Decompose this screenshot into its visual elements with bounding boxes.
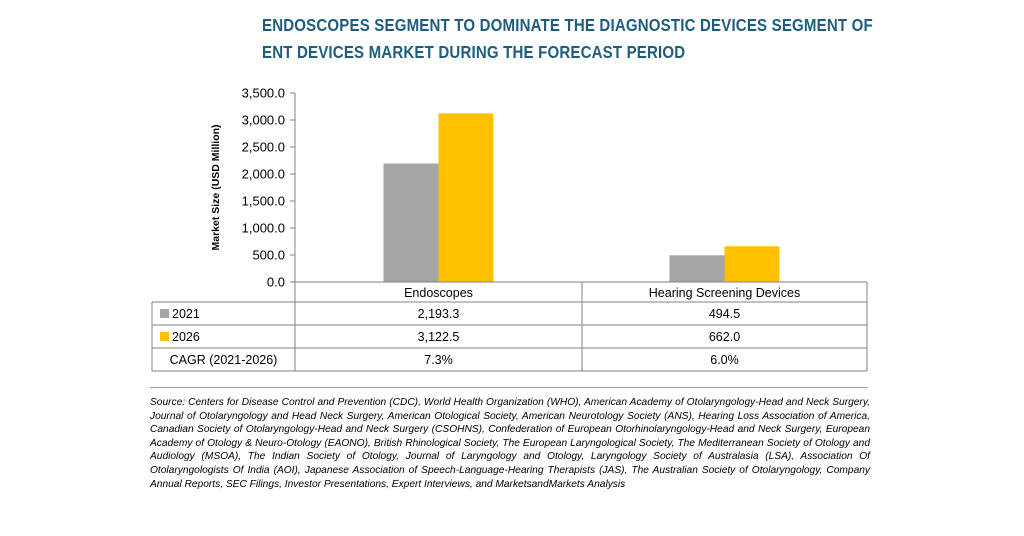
- bar-2026-hearing-screening-devices: [724, 246, 780, 282]
- cagr-row-label: CAGR (2021-2026): [170, 353, 278, 367]
- y-tick-label: 3,500.0: [242, 86, 285, 101]
- y-tick-label: 3,000.0: [242, 113, 285, 128]
- y-tick-label: 500.0: [252, 248, 285, 263]
- data-label: 494.5: [709, 307, 740, 321]
- data-label: 662.0: [709, 330, 740, 344]
- category-label: Endoscopes: [404, 286, 473, 300]
- y-tick-label: 0.0: [267, 275, 285, 290]
- category-label: Hearing Screening Devices: [649, 286, 800, 300]
- bar-2021-hearing-screening-devices: [669, 255, 725, 282]
- legend-key-2021: [160, 309, 169, 318]
- y-axis-title: Market Size (USD Million): [210, 124, 222, 250]
- data-label: 2,193.3: [418, 307, 460, 321]
- source-note: Source: Centers for Disease Control and …: [150, 397, 870, 490]
- chart-title-line-2: ENT DEVICES MARKET DURING THE FORECAST P…: [262, 42, 686, 62]
- y-tick-label: 2,000.0: [242, 167, 285, 182]
- legend-key-2026: [160, 332, 169, 341]
- legend-label-2021: 2021: [172, 307, 200, 321]
- source-divider: [150, 387, 868, 388]
- chart: 0.0 500.0 1,000.0 1,500.0 2,000.0 2,500.0 3,00…: [151, 86, 868, 372]
- y-tick-label: 1,000.0: [242, 221, 285, 236]
- chart-title: ENDOSCOPES SEGMENT TO DOMINATE THE DIAGN…: [262, 12, 873, 66]
- y-tick-label: 2,500.0: [242, 140, 285, 155]
- legend-label-2026: 2026: [172, 330, 200, 344]
- y-tick-label: 1,500.0: [242, 194, 285, 209]
- bar-2026-endoscopes: [438, 113, 494, 282]
- bar-2021-endoscopes: [383, 163, 439, 282]
- chart-title-line-1: ENDOSCOPES SEGMENT TO DOMINATE THE DIAGN…: [262, 15, 873, 35]
- cagr-value: 7.3%: [424, 353, 453, 367]
- data-label: 3,122.5: [418, 330, 460, 344]
- cagr-value: 6.0%: [710, 353, 739, 367]
